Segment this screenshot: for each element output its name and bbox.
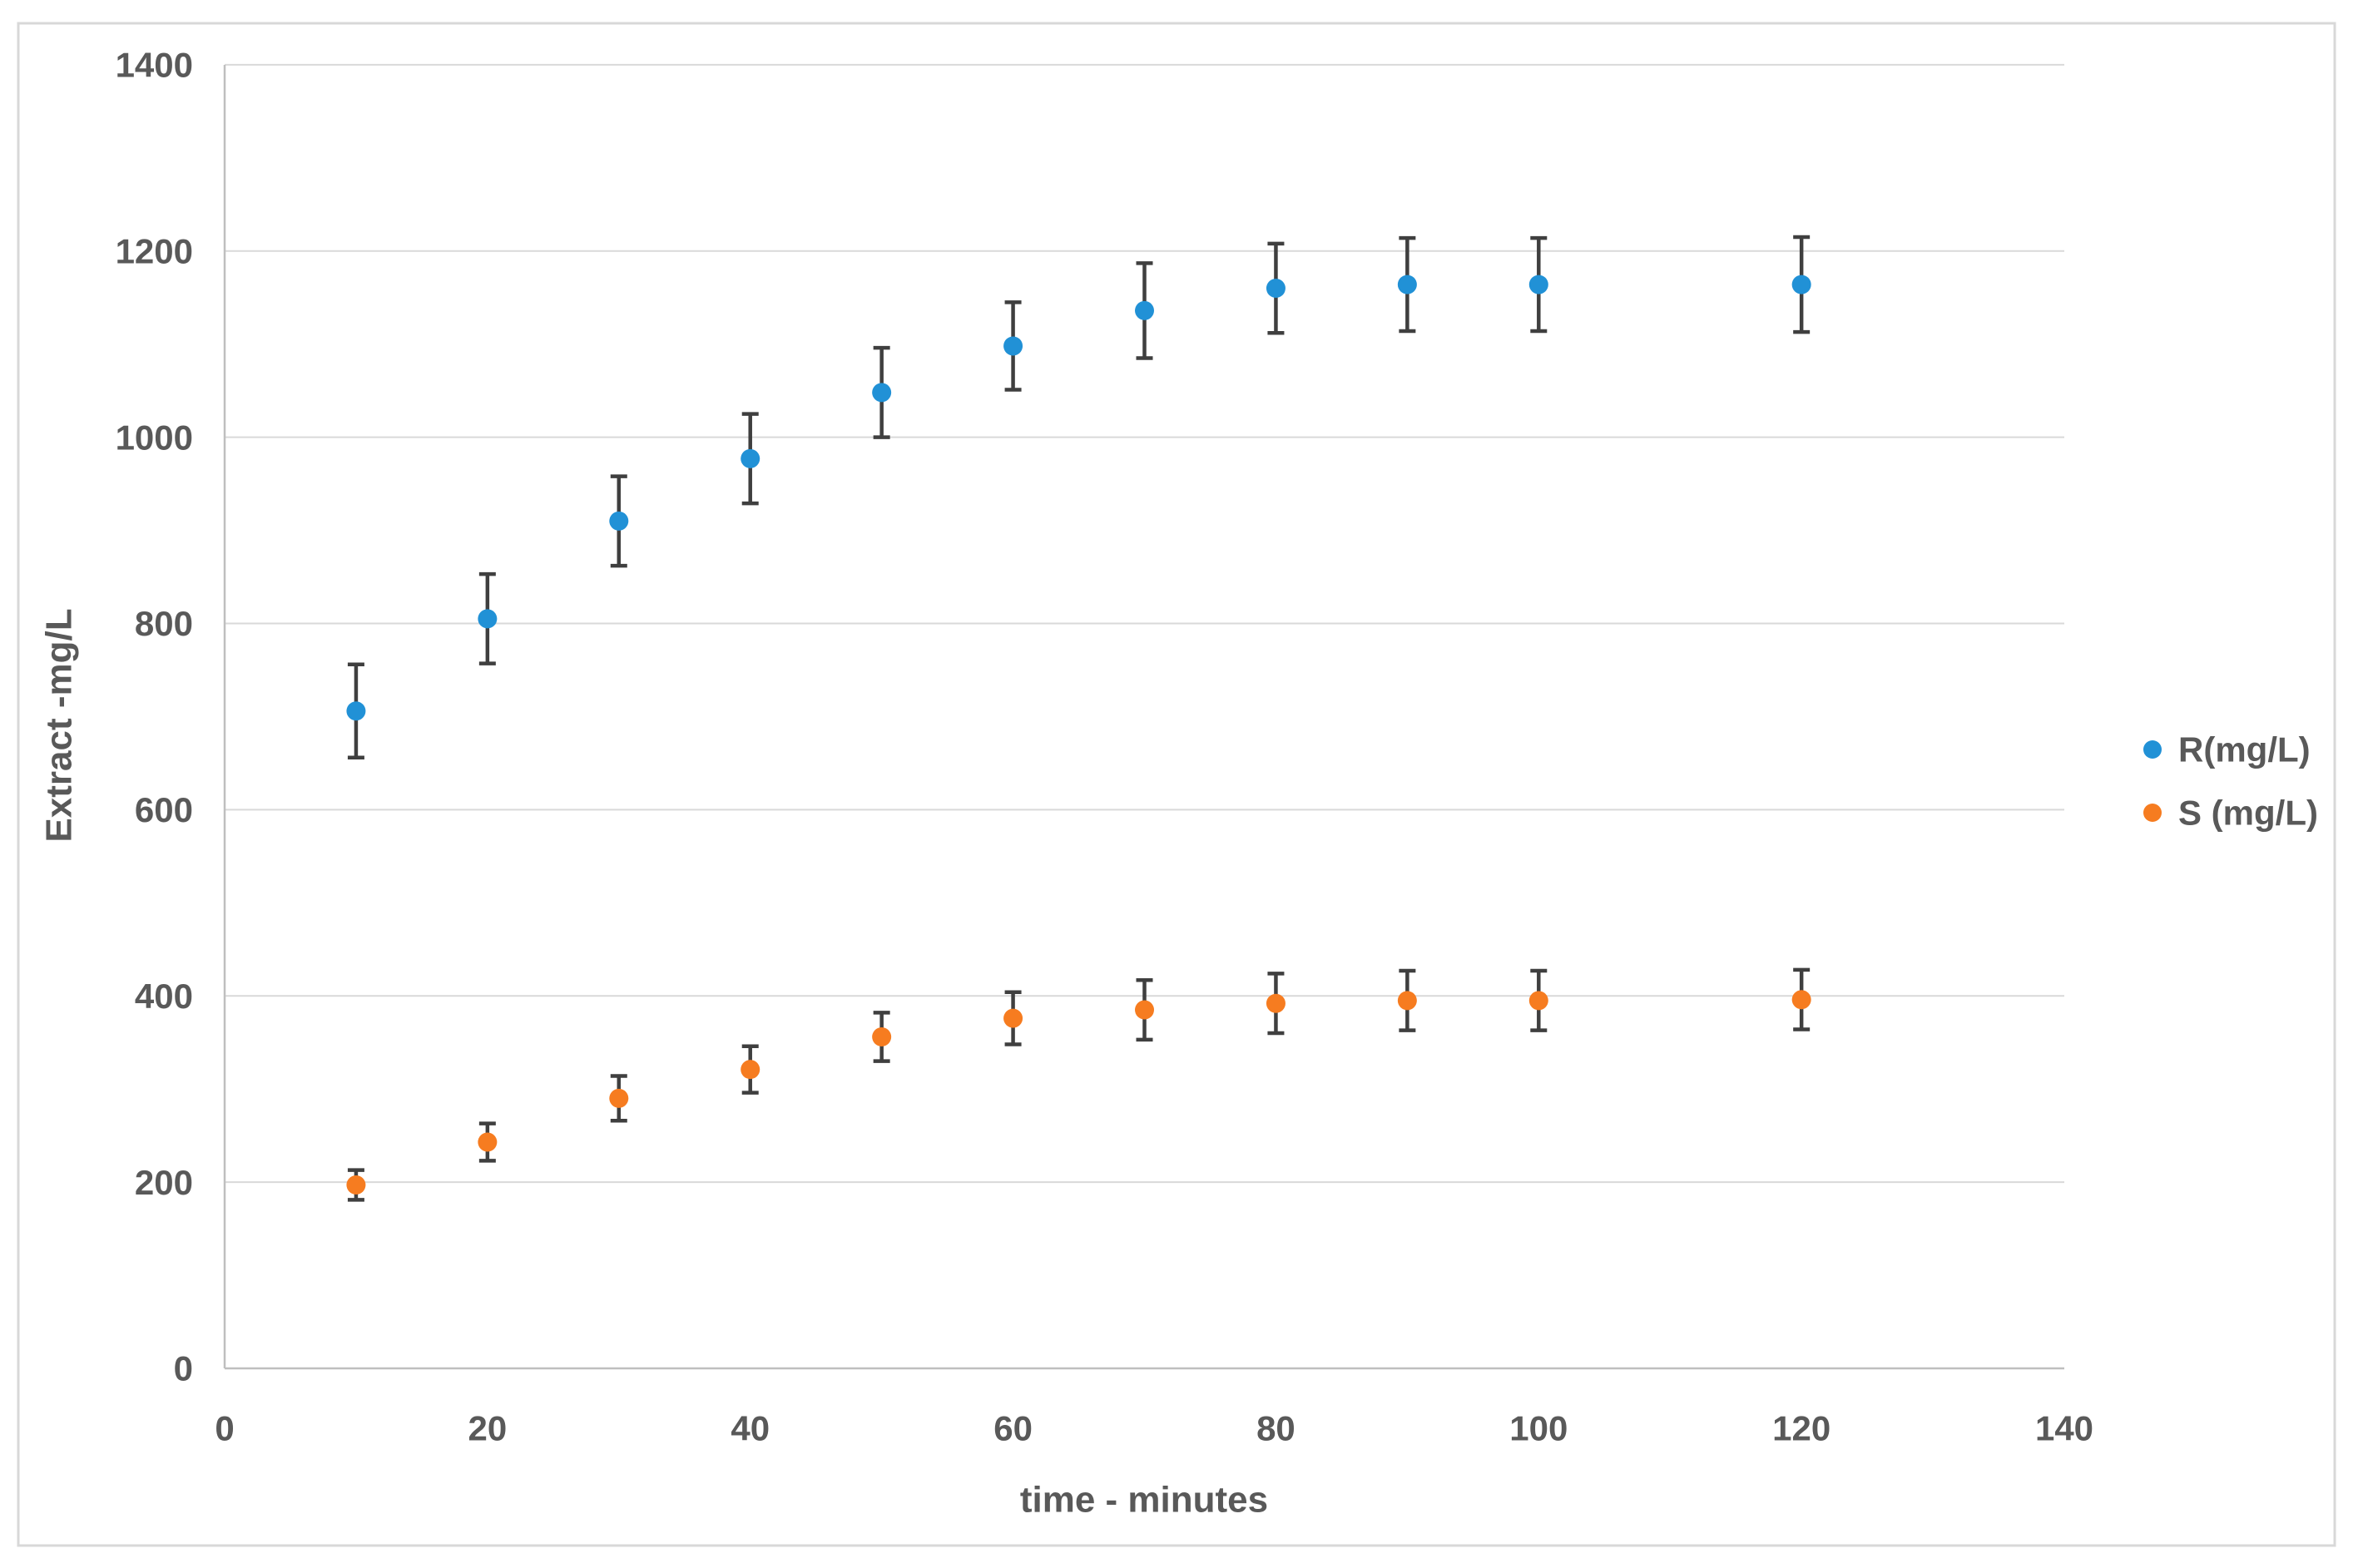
r-series-point (1266, 279, 1286, 299)
legend-label-r: R(mg/L) (2178, 730, 2311, 769)
series-group (346, 235, 1811, 1202)
r-series-point (1528, 275, 1548, 294)
y-tick-label-600: 600 (135, 790, 193, 829)
r-series-point (1397, 275, 1417, 294)
x-tick-label-140: 140 (2035, 1409, 2093, 1448)
r-series-point (1791, 275, 1811, 294)
s-series (346, 967, 1811, 1202)
y-tick-label-1200: 1200 (116, 231, 193, 270)
x-tick-label-100: 100 (1509, 1409, 1568, 1448)
s-series-point (1791, 990, 1811, 1010)
legend-item-s: S (mg/L) (2143, 794, 2318, 833)
x-tick-label-0: 0 (215, 1409, 234, 1448)
x-tick-label-20: 20 (468, 1409, 508, 1448)
r-series (346, 235, 1811, 759)
y-tick-label-1000: 1000 (116, 418, 193, 457)
r-series-point (609, 511, 629, 531)
r-series-point (741, 448, 760, 468)
x-axis-title: time - minutes (1020, 1479, 1268, 1520)
x-tick-label-40: 40 (731, 1409, 770, 1448)
y-tick-label-1400: 1400 (116, 46, 193, 85)
s-series-point (346, 1175, 366, 1195)
y-tick-label-200: 200 (135, 1163, 193, 1202)
x-tick-label-120: 120 (1772, 1409, 1830, 1448)
x-tick-labels-group: 0 20 40 60 80 100 120 140 (215, 1409, 2093, 1448)
s-series-point (609, 1088, 629, 1108)
legend: R(mg/L) S (mg/L) (2143, 730, 2318, 833)
y-tick-label-400: 400 (135, 977, 193, 1016)
y-tick-label-0: 0 (174, 1349, 193, 1388)
s-series-point (1528, 991, 1548, 1011)
axis-lines-group (223, 65, 2064, 1370)
s-series-point (1397, 991, 1417, 1011)
x-tick-label-80: 80 (1256, 1409, 1295, 1448)
s-series-point (741, 1060, 760, 1080)
r-series-point (1003, 336, 1023, 356)
r-series-point (1135, 300, 1155, 320)
s-series-point (1003, 1008, 1023, 1028)
legend-label-s: S (mg/L) (2178, 794, 2318, 833)
y-tick-label-800: 800 (135, 604, 193, 643)
r-series-point (478, 609, 498, 629)
gridlines-group (225, 63, 2064, 1184)
chart-border (17, 22, 2336, 1547)
legend-swatch-r (2143, 740, 2162, 759)
r-series-point (872, 383, 892, 403)
s-series-point (1266, 993, 1286, 1013)
y-tick-labels-group: 0 200 400 600 800 1000 1200 1400 (116, 46, 193, 1388)
x-tick-label-60: 60 (993, 1409, 1033, 1448)
s-series-point (1135, 1000, 1155, 1020)
legend-swatch-s (2143, 804, 2162, 822)
y-axis-title: Extract -mg/L (38, 608, 79, 842)
s-series-point (478, 1132, 498, 1152)
s-series-point (872, 1027, 892, 1047)
r-series-point (346, 701, 366, 721)
legend-item-r: R(mg/L) (2143, 730, 2311, 769)
